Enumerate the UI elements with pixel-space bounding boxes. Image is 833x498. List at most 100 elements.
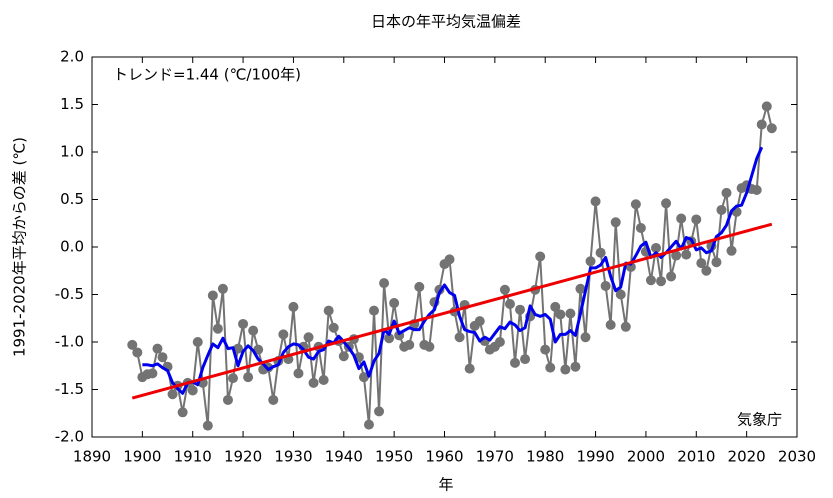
x-tick-label: 2000 [627, 448, 665, 466]
annual-point [338, 351, 349, 362]
annual-point [520, 354, 531, 365]
annual-point [696, 258, 707, 269]
annual-point [661, 198, 672, 209]
y-tick-label: -1.0 [55, 333, 84, 351]
annual-point [389, 298, 400, 309]
annual-point [228, 373, 238, 384]
annual-point [127, 339, 138, 350]
annual-point [238, 318, 249, 329]
annual-point [444, 254, 455, 265]
annual-point [192, 337, 203, 347]
annual-point [721, 187, 732, 198]
running-mean-line [142, 146, 764, 395]
annual-point [369, 305, 379, 316]
annual-point [701, 265, 712, 276]
y-tick-label: 1.0 [60, 143, 84, 161]
annual-point [671, 250, 682, 261]
annual-point [656, 276, 667, 287]
annual-point [600, 280, 611, 291]
annual-point [711, 257, 722, 268]
annual-point [676, 213, 687, 224]
annual-point [233, 343, 244, 354]
annual-point [590, 196, 601, 207]
annual-point [535, 251, 546, 262]
annual-point [157, 352, 168, 363]
x-tick-label: 1910 [174, 448, 212, 466]
annual-point [424, 341, 435, 352]
annual-point [560, 364, 571, 375]
annual-point [681, 249, 692, 260]
annual-point [595, 247, 606, 258]
annual-point [645, 275, 656, 286]
annual-point [726, 245, 737, 256]
annual-point [540, 344, 551, 355]
annual-point [379, 278, 390, 289]
annual-point [222, 394, 233, 405]
annual-point [288, 301, 299, 312]
annual-point [414, 281, 425, 292]
y-axis-label: 1991-2020年平均からの差 (℃) [11, 137, 29, 357]
annual-point [635, 223, 646, 233]
annual-point [716, 204, 727, 215]
annual-point [580, 332, 591, 343]
source-label: 気象庁 [737, 411, 782, 429]
annual-point [248, 325, 259, 336]
annual-point [464, 363, 475, 374]
annual-point [756, 119, 767, 130]
annual-point [202, 420, 213, 431]
x-axis-label: 年 [438, 476, 453, 494]
annual-point [550, 301, 561, 312]
annual-point [510, 357, 520, 368]
annual-point [575, 283, 586, 294]
y-tick-label: 1.5 [60, 95, 84, 113]
annual-point [766, 123, 777, 134]
chart-title: 日本の年平均気温偏差 [371, 13, 521, 31]
annual-point [585, 256, 596, 267]
annual-point [268, 394, 279, 405]
annual-point [303, 332, 314, 343]
annual-point [751, 185, 762, 195]
annual-point [494, 337, 505, 347]
annual-point [404, 339, 415, 350]
y-tick-label: -2.0 [55, 428, 84, 446]
annual-point [243, 372, 254, 383]
x-tick-label: 1890 [73, 448, 111, 466]
annual-point [620, 321, 631, 332]
x-tick-label: 1970 [476, 448, 514, 466]
trend-annotation: トレンド=1.44 (℃/100年) [113, 66, 301, 84]
annual-point [212, 323, 223, 334]
y-tick-label: 0.5 [60, 190, 84, 208]
annual-point [615, 289, 626, 300]
annual-point [328, 322, 339, 333]
annual-point [570, 361, 581, 372]
x-tick-label: 1990 [576, 448, 614, 466]
annual-point [167, 389, 178, 400]
y-tick-label: 0.0 [60, 238, 84, 256]
annual-point [132, 347, 143, 358]
x-tick-label: 2020 [728, 448, 766, 466]
annual-point [499, 284, 510, 295]
annual-point [177, 407, 188, 418]
annual-point [147, 368, 158, 379]
annual-point [610, 217, 621, 228]
x-tick-label: 1960 [425, 448, 463, 466]
x-tick-label: 1950 [375, 448, 413, 466]
annual-point [555, 309, 566, 320]
y-tick-label: -0.5 [55, 285, 84, 303]
x-tick-label: 1900 [123, 448, 161, 466]
annual-point [545, 362, 556, 373]
x-tick-label: 2010 [677, 448, 715, 466]
annual-point [152, 343, 163, 354]
annual-point [504, 299, 515, 309]
annual-point [278, 329, 289, 340]
x-tick-label: 1980 [526, 448, 564, 466]
annual-point [666, 271, 677, 282]
annual-point [691, 214, 702, 225]
x-tick-label: 1930 [274, 448, 312, 466]
annual-point [515, 304, 526, 315]
y-tick-label: 2.0 [60, 48, 84, 66]
annual-point [605, 319, 616, 330]
annual-point [358, 372, 369, 383]
annual-point [187, 385, 198, 396]
